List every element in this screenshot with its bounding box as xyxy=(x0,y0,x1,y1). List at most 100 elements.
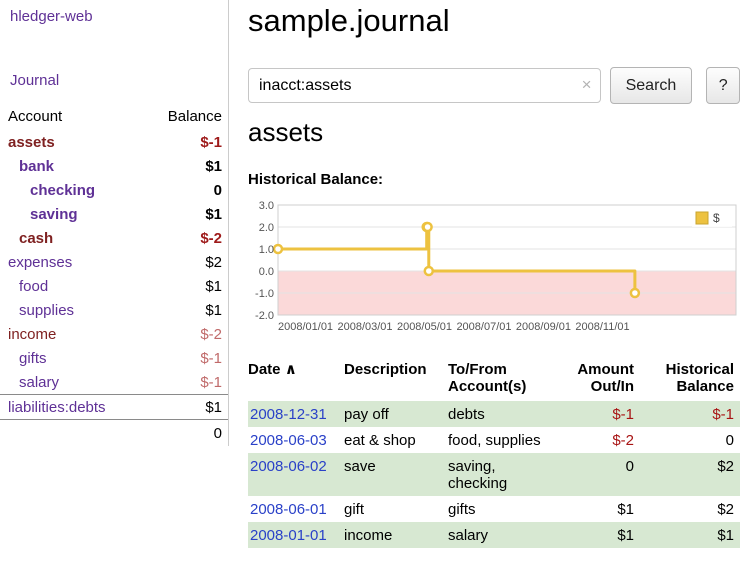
account-balance: $-1 xyxy=(200,134,222,151)
transaction-date-link[interactable]: 2008-06-01 xyxy=(250,501,327,518)
transaction-date-link[interactable]: 2008-12-31 xyxy=(250,406,327,423)
transaction-accounts: saving, checking xyxy=(448,458,508,492)
transaction-amount: 0 xyxy=(625,458,634,475)
transaction-description: eat & shop xyxy=(344,432,416,449)
register-row: 2008-06-03 eat & shop food, supplies $-2 0 xyxy=(248,427,740,453)
register-row: 2008-06-02 save saving, checking 0 $2 xyxy=(248,453,740,496)
accounts-total-row: 0 xyxy=(0,419,228,445)
account-link-salary[interactable]: salary xyxy=(19,374,60,391)
account-balance: $-1 xyxy=(200,350,222,367)
y-tick-label: 0.0 xyxy=(259,266,274,278)
help-button[interactable]: ? xyxy=(706,67,740,104)
account-row: bank $1 xyxy=(0,154,228,178)
account-name-cell: saving xyxy=(0,202,138,226)
historical-balance-chart: $3.0 2.0 1.0 0.0 -1.0 -2.0 2008/01/01 2008/03/0… xyxy=(248,197,740,345)
y-tick-label: 2.0 xyxy=(259,222,274,234)
transaction-accounts: salary xyxy=(448,527,489,544)
account-link-supplies[interactable]: supplies xyxy=(19,302,75,319)
y-tick-label: 3.0 xyxy=(259,200,274,212)
sort-ascending-icon: ∧ xyxy=(284,360,297,378)
y-tick-label: 1.0 xyxy=(259,244,274,256)
accounts-col-account: Account xyxy=(8,108,63,125)
account-row: expenses $2 xyxy=(0,250,228,274)
account-link-cash[interactable]: cash xyxy=(19,230,54,247)
register-table: Date ∧ Description To/From Account(s) Am… xyxy=(248,359,740,548)
register-row: 2008-12-31 pay off debts $-1 $-1 xyxy=(248,401,740,427)
account-link-saving[interactable]: saving xyxy=(30,206,78,223)
x-tick-label: 2008/05/01 xyxy=(397,321,452,333)
account-name-cell: liabilities:debts xyxy=(0,394,139,420)
register-table-body: 2008-12-31 pay off debts $-1 $-1 2008-06-03 ea… xyxy=(248,401,740,548)
x-tick-label: 2008/09/01 xyxy=(516,321,571,333)
account-link-liabilities-debts[interactable]: liabilities:debts xyxy=(8,399,106,416)
sidebar: hledger-web Journal Account Balance asse… xyxy=(0,0,229,446)
main-content: sample.journal × Search ? assets Histori… xyxy=(248,0,740,548)
account-link-gifts[interactable]: gifts xyxy=(19,350,47,367)
accounts-header-row: Account Balance xyxy=(0,105,228,130)
transaction-date-link[interactable]: 2008-01-01 xyxy=(250,527,327,544)
app-title-link[interactable]: hledger-web xyxy=(10,8,93,25)
x-tick-label: 2008/11/01 xyxy=(575,321,629,333)
transaction-date-cell: 2008-01-01 xyxy=(248,522,344,548)
register-header-row: Date ∧ Description To/From Account(s) Am… xyxy=(248,359,740,401)
account-balance: 0 xyxy=(213,182,222,199)
account-heading: assets xyxy=(248,117,324,147)
account-name-cell: assets xyxy=(0,130,138,154)
account-row: cash $-2 xyxy=(0,226,228,250)
transaction-balance: $2 xyxy=(717,501,734,518)
account-link-expenses[interactable]: expenses xyxy=(8,254,73,271)
account-link-food[interactable]: food xyxy=(19,278,49,295)
account-row: supplies $1 xyxy=(0,298,228,322)
transaction-description: save xyxy=(344,458,376,475)
x-tick-label: 2008/03/01 xyxy=(337,321,392,333)
search-bar: × Search ? xyxy=(248,67,740,104)
transaction-accounts: gifts xyxy=(448,501,476,518)
page-title: sample.journal xyxy=(248,3,450,38)
y-tick-label: -2.0 xyxy=(255,310,274,322)
search-button[interactable]: Search xyxy=(609,67,693,104)
transaction-date-link[interactable]: 2008-06-03 xyxy=(250,432,327,449)
register-col-balance: Historical Balance xyxy=(665,361,734,395)
account-name-cell: salary xyxy=(0,370,138,395)
account-name-cell: bank xyxy=(0,154,138,178)
account-row: food $1 xyxy=(0,274,228,298)
accounts-total-balance: 0 xyxy=(138,419,228,445)
account-balance: $1 xyxy=(138,394,228,420)
account-row: saving $1 xyxy=(0,202,228,226)
account-name-cell: food xyxy=(0,274,138,298)
register-col-date[interactable]: Date ∧ xyxy=(248,359,344,401)
account-link-checking[interactable]: checking xyxy=(30,182,96,199)
chart-title: Historical Balance: xyxy=(248,171,384,188)
account-link-income[interactable]: income xyxy=(8,326,57,343)
transaction-balance: $-1 xyxy=(712,406,734,423)
account-link-assets[interactable]: assets xyxy=(8,134,55,151)
account-balance: $-2 xyxy=(200,326,222,343)
register-col-description: Description xyxy=(344,361,427,378)
transaction-amount: $1 xyxy=(617,527,634,544)
account-row: gifts $-1 xyxy=(0,346,228,370)
account-row: salary $-1 xyxy=(0,370,228,395)
x-tick-label: 2008/01/01 xyxy=(278,321,333,333)
chart-legend: $ xyxy=(692,209,732,227)
transaction-date-cell: 2008-12-31 xyxy=(248,401,344,427)
y-tick-label: -1.0 xyxy=(255,288,274,300)
search-input[interactable] xyxy=(248,68,601,103)
account-balance: $2 xyxy=(205,254,222,271)
register-col-accounts: To/From Account(s) xyxy=(448,361,527,395)
transaction-amount: $-1 xyxy=(612,406,634,423)
date-header-label: Date xyxy=(248,361,281,378)
transaction-balance: 0 xyxy=(725,432,734,449)
account-balance: $-2 xyxy=(200,230,222,247)
x-tick-label: 2008/07/01 xyxy=(456,321,511,333)
transaction-description: pay off xyxy=(344,406,389,423)
clear-search-icon[interactable]: × xyxy=(581,75,592,94)
accounts-table: Account Balance assets $-1 bank $1 checking 0… xyxy=(0,105,228,445)
account-name-cell: cash xyxy=(0,226,138,250)
transaction-description: income xyxy=(344,527,393,544)
account-link-bank[interactable]: bank xyxy=(19,158,55,175)
transaction-accounts: debts xyxy=(448,406,485,423)
legend-swatch-icon xyxy=(695,211,709,225)
transaction-date-link[interactable]: 2008-06-02 xyxy=(250,458,327,475)
sidebar-item-journal[interactable]: Journal xyxy=(10,72,60,89)
transaction-amount: $-2 xyxy=(612,432,634,449)
